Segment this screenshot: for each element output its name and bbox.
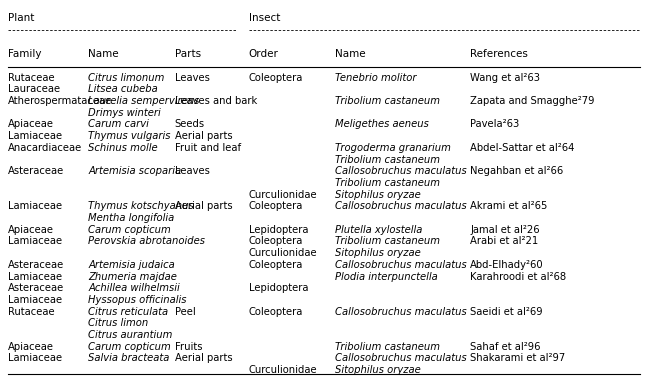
Text: Apiaceae: Apiaceae [8,120,54,129]
Text: Callosobruchus maculatus: Callosobruchus maculatus [335,166,467,176]
Text: Sitophilus oryzae: Sitophilus oryzae [335,365,421,375]
Text: Callosobruchus maculatus: Callosobruchus maculatus [335,353,467,363]
Text: Coleoptera: Coleoptera [248,73,303,83]
Text: Tenebrio molitor: Tenebrio molitor [335,73,417,83]
Text: Lamiaceae: Lamiaceae [8,353,62,363]
Text: Leaves: Leaves [175,166,210,176]
Text: Asteraceae: Asteraceae [8,166,64,176]
Text: Citrus reticulata: Citrus reticulata [88,307,168,317]
Text: Lamiaceae: Lamiaceae [8,131,62,141]
Text: Perovskia abrotanoides: Perovskia abrotanoides [88,236,205,246]
Text: Tribolium castaneum: Tribolium castaneum [335,178,441,188]
Text: Jamal et al²26: Jamal et al²26 [470,225,540,235]
Text: Sitophilus oryzae: Sitophilus oryzae [335,189,421,200]
Text: Leaves and bark: Leaves and bark [175,96,257,106]
Text: Negahban et al²66: Negahban et al²66 [470,166,564,176]
Text: Seeds: Seeds [175,120,205,129]
Text: Insect: Insect [248,13,280,23]
Text: Saeidi et al²69: Saeidi et al²69 [470,307,543,317]
Text: Abd-Elhady²60: Abd-Elhady²60 [470,260,544,270]
Text: Plutella xylostella: Plutella xylostella [335,225,422,235]
Text: Apiaceae: Apiaceae [8,342,54,352]
Text: Asteraceae: Asteraceae [8,260,64,270]
Text: Apiaceae: Apiaceae [8,225,54,235]
Text: Curculionidae: Curculionidae [248,189,317,200]
Text: References: References [470,49,528,59]
Text: Artemisia scoparia: Artemisia scoparia [88,166,181,176]
Text: Carum copticum: Carum copticum [88,225,171,235]
Text: Leaves: Leaves [175,73,210,83]
Text: Fruits: Fruits [175,342,203,352]
Text: Laurelia sempervirens: Laurelia sempervirens [88,96,199,106]
Text: Lamiaceae: Lamiaceae [8,201,62,211]
Text: Pavela²63: Pavela²63 [470,120,519,129]
Text: Zapata and Smagghe²79: Zapata and Smagghe²79 [470,96,595,106]
Text: Tribolium castaneum: Tribolium castaneum [335,342,441,352]
Text: Plant: Plant [8,13,34,23]
Text: Zhumeria majdae: Zhumeria majdae [88,272,177,282]
Text: Thymus kotschyanus: Thymus kotschyanus [88,201,194,211]
Text: Lamiaceae: Lamiaceae [8,295,62,305]
Text: Peel: Peel [175,307,195,317]
Text: Plodia interpunctella: Plodia interpunctella [335,272,438,282]
Text: Name: Name [335,49,366,59]
Text: Salvia bracteata: Salvia bracteata [88,353,170,363]
Text: Aerial parts: Aerial parts [175,201,232,211]
Text: Sahaf et al²96: Sahaf et al²96 [470,342,541,352]
Text: Karahroodi et al²68: Karahroodi et al²68 [470,272,566,282]
Text: Tribolium castaneum: Tribolium castaneum [335,236,441,246]
Text: Coleoptera: Coleoptera [248,307,303,317]
Text: Mentha longifolia: Mentha longifolia [88,213,174,223]
Text: Name: Name [88,49,119,59]
Text: Arabi et al²21: Arabi et al²21 [470,236,539,246]
Text: Lamiaceae: Lamiaceae [8,272,62,282]
Text: Sitophilus oryzae: Sitophilus oryzae [335,248,421,258]
Text: Drimys winteri: Drimys winteri [88,108,161,118]
Text: Lamiaceae: Lamiaceae [8,236,62,246]
Text: Coleoptera: Coleoptera [248,201,303,211]
Text: Curculionidae: Curculionidae [248,365,317,375]
Text: Carum copticum: Carum copticum [88,342,171,352]
Text: Callosobruchus maculatus: Callosobruchus maculatus [335,201,467,211]
Text: Carum carvi: Carum carvi [88,120,149,129]
Text: Fruit and leaf: Fruit and leaf [175,143,241,153]
Text: Citrus limonum: Citrus limonum [88,73,164,83]
Text: Lepidoptera: Lepidoptera [248,283,308,293]
Text: Achillea wilhelmsii: Achillea wilhelmsii [88,283,180,293]
Text: Artemisia judaica: Artemisia judaica [88,260,175,270]
Text: Family: Family [8,49,41,59]
Text: Wang et al²63: Wang et al²63 [470,73,541,83]
Text: Anacardiaceae: Anacardiaceae [8,143,82,153]
Text: Tribolium castaneum: Tribolium castaneum [335,155,441,165]
Text: Lepidoptera: Lepidoptera [248,225,308,235]
Text: Shakarami et al²97: Shakarami et al²97 [470,353,566,363]
Text: Asteraceae: Asteraceae [8,283,64,293]
Text: Thymus vulgaris: Thymus vulgaris [88,131,170,141]
Text: Schinus molle: Schinus molle [88,143,158,153]
Text: Coleoptera: Coleoptera [248,236,303,246]
Text: Abdel-Sattar et al²64: Abdel-Sattar et al²64 [470,143,575,153]
Text: Citrus limon: Citrus limon [88,318,148,329]
Text: Coleoptera: Coleoptera [248,260,303,270]
Text: Rutaceae: Rutaceae [8,307,54,317]
Text: Hyssopus officinalis: Hyssopus officinalis [88,295,186,305]
Text: Lauraceae: Lauraceae [8,84,60,94]
Text: Aerial parts: Aerial parts [175,353,232,363]
Text: Parts: Parts [175,49,201,59]
Text: Akrami et al²65: Akrami et al²65 [470,201,548,211]
Text: Callosobruchus maculatus: Callosobruchus maculatus [335,260,467,270]
Text: Tribolium castaneum: Tribolium castaneum [335,96,441,106]
Text: Order: Order [248,49,279,59]
Text: Rutaceae: Rutaceae [8,73,54,83]
Text: Litsea cubeba: Litsea cubeba [88,84,158,94]
Text: Atherospermataceae: Atherospermataceae [8,96,112,106]
Text: Callosobruchus maculatus: Callosobruchus maculatus [335,307,467,317]
Text: Citrus aurantium: Citrus aurantium [88,330,172,340]
Text: Aerial parts: Aerial parts [175,131,232,141]
Text: Curculionidae: Curculionidae [248,248,317,258]
Text: Trogoderma granarium: Trogoderma granarium [335,143,452,153]
Text: Meligethes aeneus: Meligethes aeneus [335,120,429,129]
